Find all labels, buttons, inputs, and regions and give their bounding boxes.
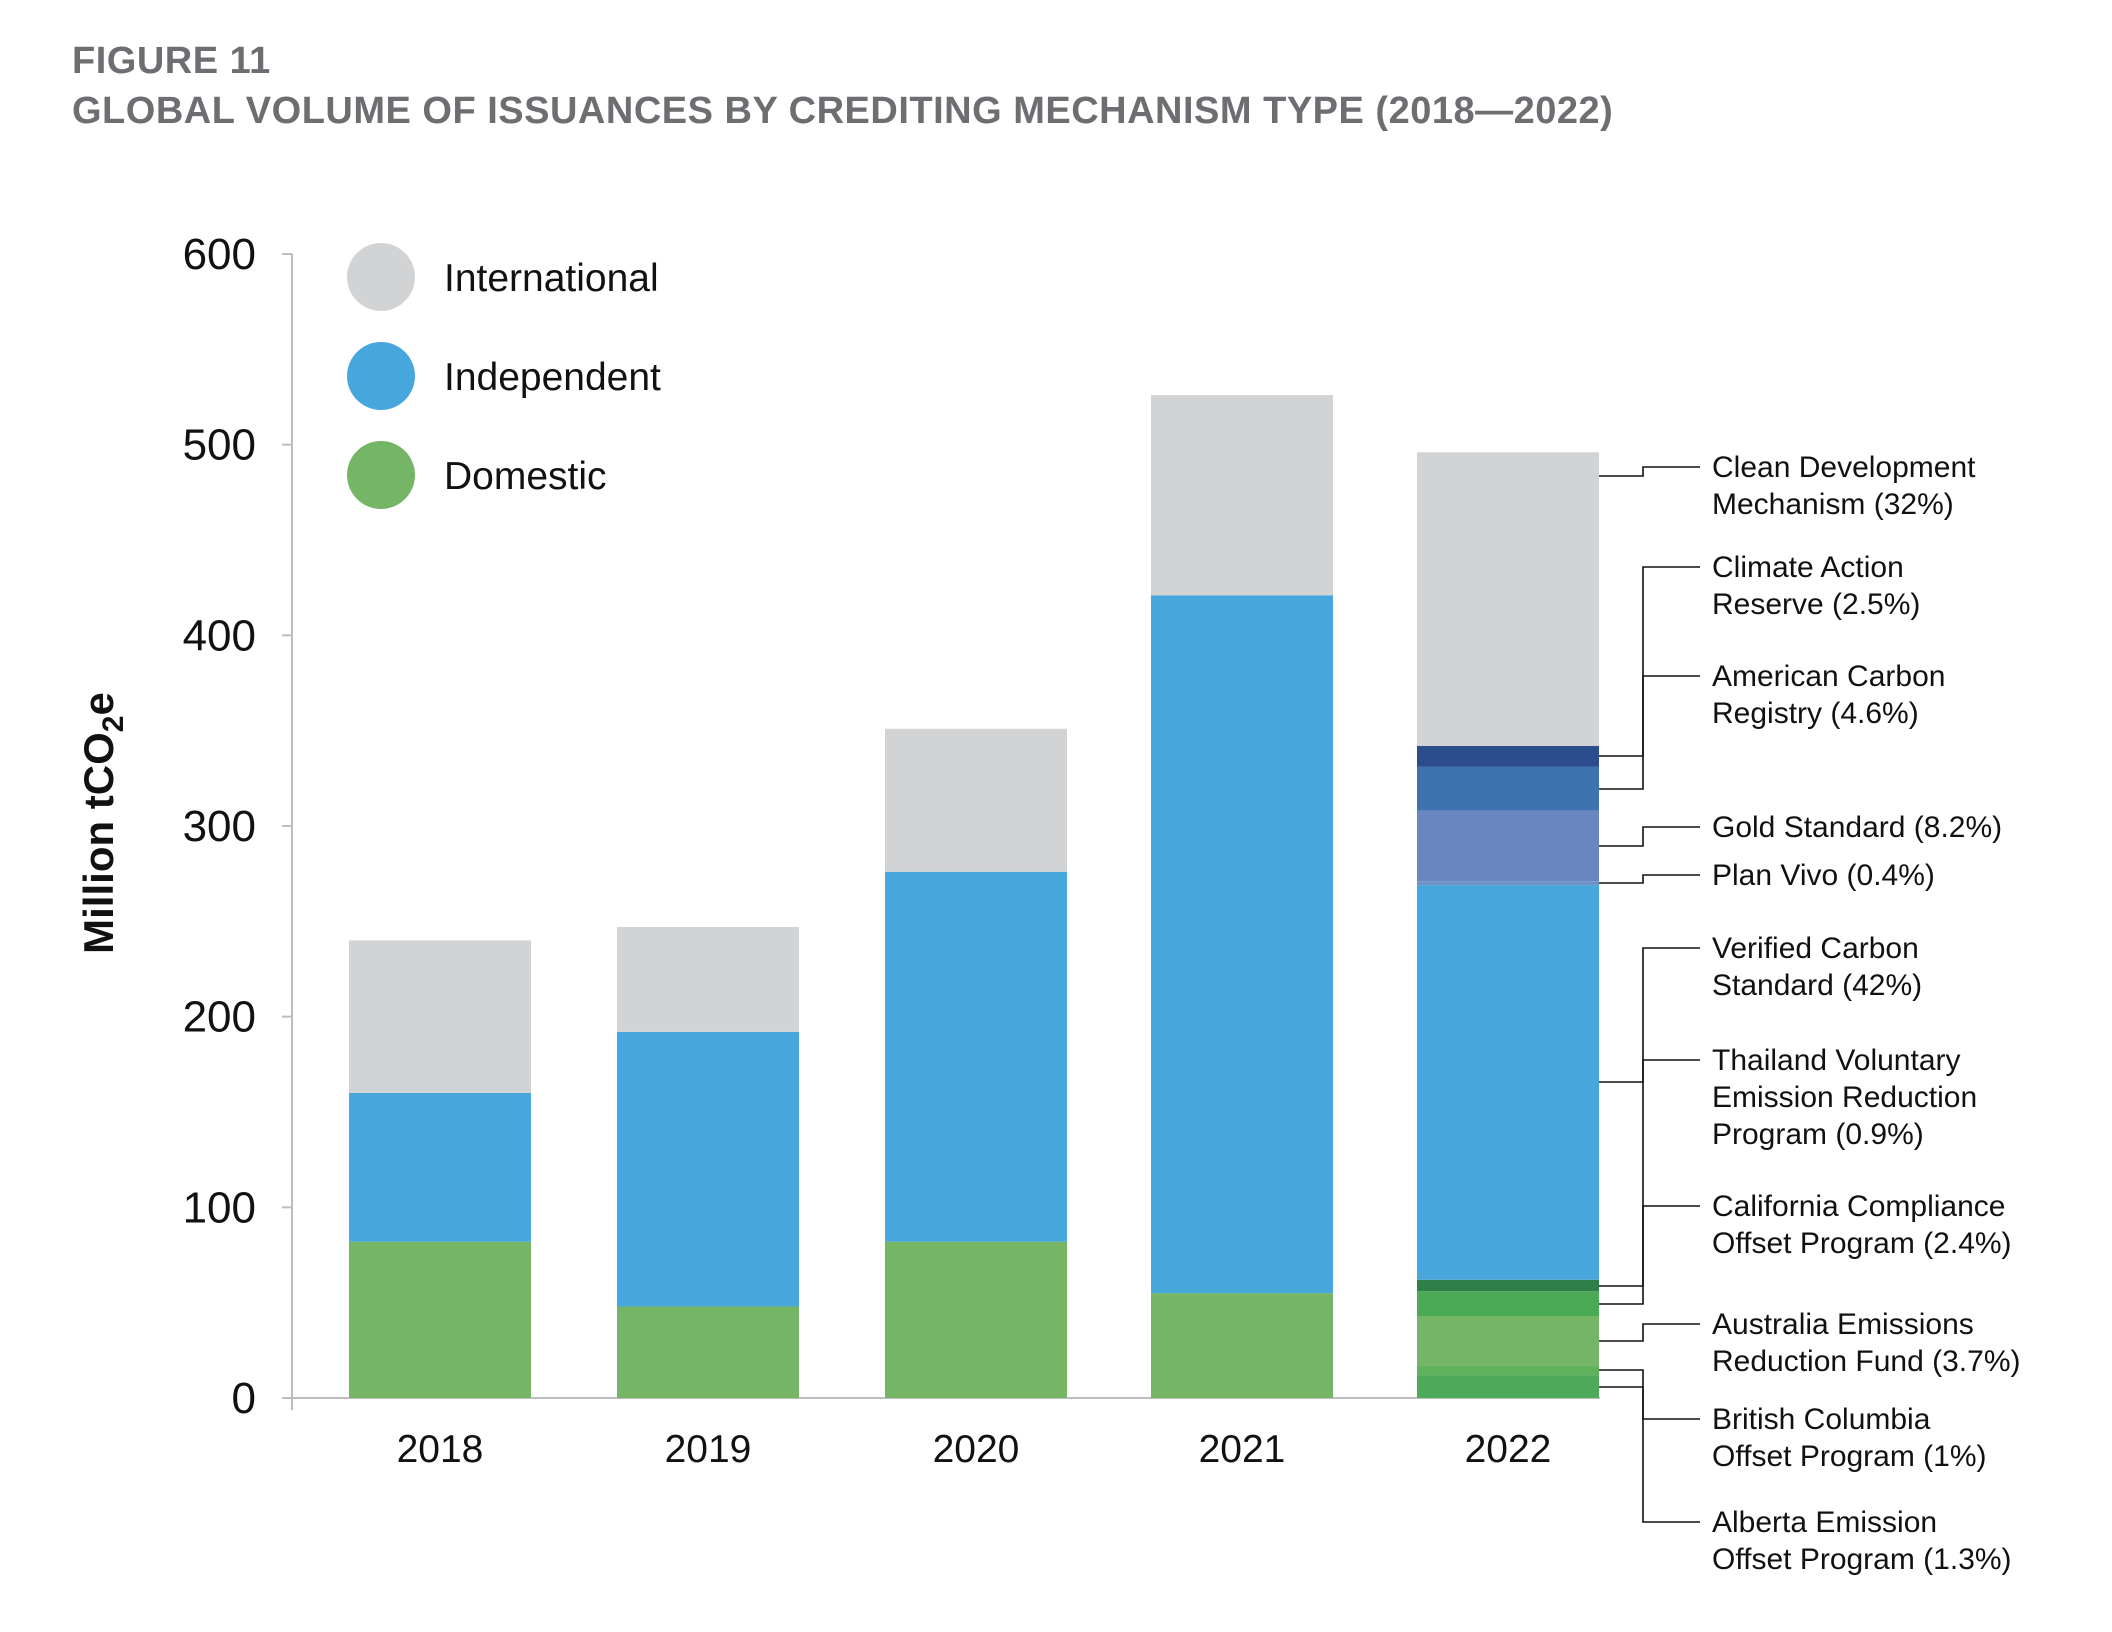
bar-independent-2019	[617, 1031, 799, 1307]
annotation-leader	[1599, 1369, 1700, 1420]
x-tick-label: 2018	[397, 1428, 484, 1471]
bar-segment-2022	[1417, 1365, 1599, 1376]
bar-segment-2022	[1417, 766, 1599, 811]
bar-independent-2021	[1151, 595, 1333, 1294]
annotations-2022: Clean Development Mechanism (32%) Climate …	[1599, 451, 2021, 1576]
annotation-label: Alberta Emission Offset Program (1.3%)	[1712, 1506, 2012, 1576]
annotation-leader	[1599, 566, 1700, 757]
bar-domestic-2021	[1151, 1293, 1333, 1398]
bar-domestic-2019	[617, 1306, 799, 1398]
figure-label: FIGURE 11	[72, 40, 271, 82]
annotation-label: Thailand Voluntary Emission Reduction Prog…	[1712, 1044, 1977, 1151]
legend-swatch-domestic	[347, 441, 415, 509]
annotation-label: American Carbon Registry (4.6%)	[1712, 660, 1945, 730]
annotation-label: Gold Standard (8.2%)	[1712, 811, 2002, 844]
bar-international-2020	[885, 728, 1067, 872]
bar-domestic-2020	[885, 1241, 1067, 1398]
y-tick-label: 500	[183, 421, 256, 470]
y-tick-label: 200	[183, 993, 256, 1042]
y-axis: 0 100 200 300 400 500 600	[183, 230, 1600, 1423]
bar-international-2018	[349, 940, 531, 1093]
y-tick-label: 400	[183, 611, 256, 660]
annotation-label: Australia Emissions Reduction Fund (3.7%)	[1712, 1308, 2021, 1378]
y-tick-label: 0	[232, 1374, 256, 1423]
figure-title: GLOBAL VOLUME OF ISSUANCES BY CREDITING …	[72, 90, 1614, 132]
bar-international-2019	[617, 927, 799, 1032]
legend-label: Independent	[444, 356, 661, 399]
annotation-leader	[1599, 1323, 1700, 1342]
annotation-leader	[1599, 675, 1700, 790]
annotation-label: Climate Action Reserve (2.5%)	[1712, 551, 1920, 621]
annotation-leader	[1599, 874, 1700, 884]
x-tick-label: 2022	[1465, 1428, 1552, 1471]
annotation-leader	[1599, 1205, 1700, 1305]
annotation-leader	[1599, 466, 1700, 477]
bar-independent-2018	[349, 1092, 531, 1242]
bar-segment-2022	[1417, 452, 1599, 746]
x-tick-label: 2021	[1199, 1428, 1286, 1471]
legend-swatch-international	[347, 243, 415, 311]
bar-segment-2022	[1417, 1279, 1599, 1292]
bar-segment-2022	[1417, 881, 1599, 886]
legend-label: International	[444, 257, 659, 300]
bar-segment-2022	[1417, 810, 1599, 882]
y-axis-label-group: Million tCO2e	[75, 692, 130, 954]
bar-independent-2020	[885, 871, 1067, 1242]
y-tick-label: 300	[183, 802, 256, 851]
annotation-leader	[1599, 1386, 1700, 1523]
legend-label: Domestic	[444, 455, 607, 498]
legend-swatch-independent	[347, 342, 415, 410]
x-tick-label: 2019	[665, 1428, 752, 1471]
legend: International Independent Domestic	[347, 243, 661, 509]
bar-stacks: 2018 2019 2020 2021 2022	[349, 395, 1599, 1471]
bar-domestic-2018	[349, 1241, 531, 1398]
bar-segment-2022	[1417, 885, 1599, 1280]
bar-segment-2022	[1417, 1375, 1599, 1398]
bar-segment-2022	[1417, 745, 1599, 767]
annotation-leader	[1599, 1059, 1700, 1287]
bar-segment-2022	[1417, 1291, 1599, 1317]
y-axis-label: Million tCO2e	[75, 692, 130, 954]
x-tick-label: 2020	[933, 1428, 1020, 1471]
annotation-leader	[1599, 826, 1700, 847]
bar-segment-2022	[1417, 1316, 1599, 1366]
annotation-leader	[1599, 947, 1700, 1083]
annotation-label: California Compliance Offset Program (2.4…	[1712, 1190, 2012, 1260]
annotation-label: Plan Vivo (0.4%)	[1712, 859, 1935, 892]
annotation-label: Verified Carbon Standard (42%)	[1712, 932, 1922, 1002]
y-tick-label: 600	[183, 230, 256, 279]
annotation-label: Clean Development Mechanism (32%)	[1712, 451, 1976, 521]
y-tick-label: 100	[183, 1183, 256, 1232]
bar-international-2021	[1151, 395, 1333, 596]
annotation-label: British Columbia Offset Program (1%)	[1712, 1403, 1987, 1473]
